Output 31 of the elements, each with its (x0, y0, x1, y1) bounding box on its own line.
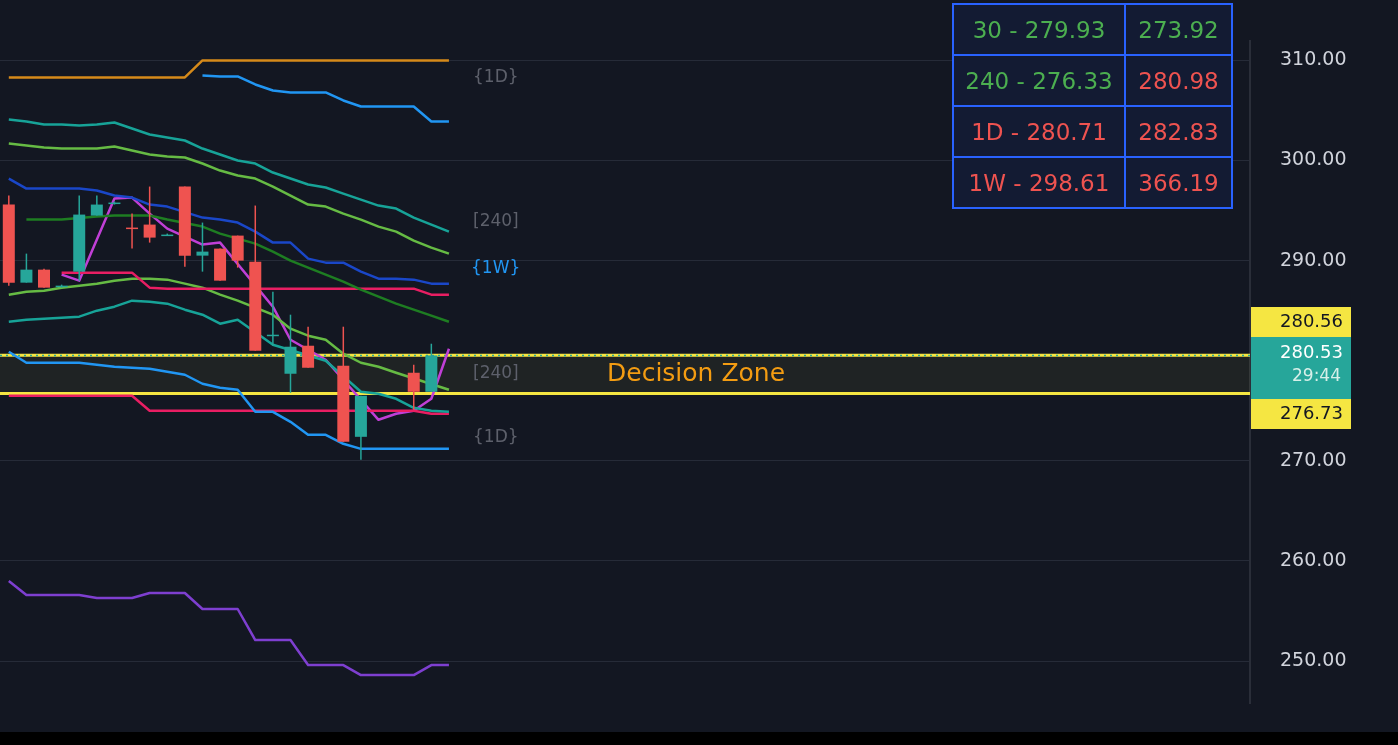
annotation: 1W - 298.61 (953, 157, 1125, 208)
annotation: [240] (473, 362, 519, 383)
ref-line-label: 276.73 (1280, 401, 1343, 423)
y-tick-label: 260.00 (1280, 547, 1347, 570)
annotation: 30 - 279.93 (953, 4, 1125, 55)
y-tick-label: 290.00 (1280, 247, 1347, 270)
ref-line-label: 280.53 (1280, 340, 1343, 362)
annotation: {1D} (473, 426, 519, 447)
annotation: 273.92 (1125, 4, 1232, 55)
annotation: 240 - 276.33 (953, 55, 1125, 106)
annotation: {1W} (471, 257, 521, 278)
band-label: Decision Zone (607, 357, 786, 387)
candlestick (90, 194, 103, 217)
y-tick-label: 300.00 (1280, 147, 1347, 170)
annotation: {1D} (473, 66, 519, 87)
text: 29:44 (1292, 365, 1341, 386)
annotation: 1D - 280.71 (953, 106, 1125, 157)
y-tick-label: 250.00 (1280, 647, 1347, 670)
candlestick (407, 363, 420, 411)
candlestick (196, 221, 209, 273)
candlestick (38, 267, 51, 289)
candlestick (20, 252, 33, 284)
annotation: 280.98 (1125, 55, 1232, 106)
ref-line-label: 280.56 (1280, 309, 1343, 331)
y-tick-label: 310.00 (1280, 47, 1347, 70)
candlestick (302, 325, 315, 369)
annotation: [240] (473, 210, 519, 231)
candlestick (143, 185, 156, 244)
annotation: 366.19 (1125, 157, 1232, 208)
annotation: 282.83 (1125, 106, 1232, 157)
y-tick-label: 270.00 (1280, 447, 1347, 470)
